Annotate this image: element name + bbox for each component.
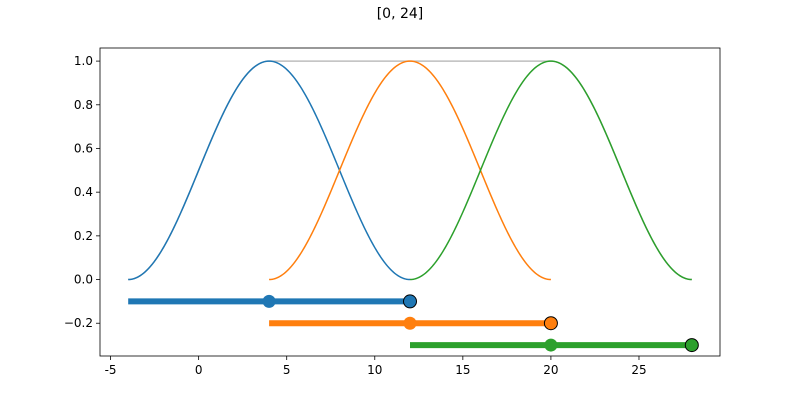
- x-tick-label: 25: [631, 363, 646, 377]
- series-2-end-marker: [684, 338, 699, 353]
- axes-frame: [99, 47, 721, 357]
- y-tick-label: 0.4: [74, 185, 93, 199]
- y-tick-label: 0.8: [74, 98, 93, 112]
- series-0-curve: [128, 60, 411, 281]
- series-1-curve: [269, 60, 551, 281]
- plot-area: [128, 60, 699, 353]
- y-tick-label: 0.2: [74, 229, 93, 243]
- y-tick-label: 1.0: [74, 54, 93, 68]
- x-tick-label: 0: [195, 363, 203, 377]
- y-tick-label: 0.0: [74, 273, 93, 287]
- series-1-center-marker: [403, 316, 417, 330]
- series-0-end-marker: [403, 294, 417, 309]
- x-tick-label: -5: [105, 363, 117, 377]
- chart-title: [0, 24]: [376, 6, 424, 22]
- x-tick-label: 15: [455, 363, 470, 377]
- series-1-end-marker: [543, 316, 558, 331]
- x-tick-label: 20: [543, 363, 558, 377]
- y-tick-label: −0.2: [64, 316, 93, 330]
- series-2-curve: [409, 60, 692, 281]
- x-tick-label: 5: [283, 363, 291, 377]
- axes: -5 0 5 10 15 20 25 −0.2 0.0 0.2 0.4 0.6 0.8 1.0: [64, 47, 721, 377]
- y-tick-label: 0.6: [74, 141, 93, 155]
- sum-curve: [128, 60, 692, 281]
- series-2-center-marker: [544, 338, 558, 352]
- series-0-center-marker: [262, 294, 276, 308]
- x-tick-label: 10: [367, 363, 382, 377]
